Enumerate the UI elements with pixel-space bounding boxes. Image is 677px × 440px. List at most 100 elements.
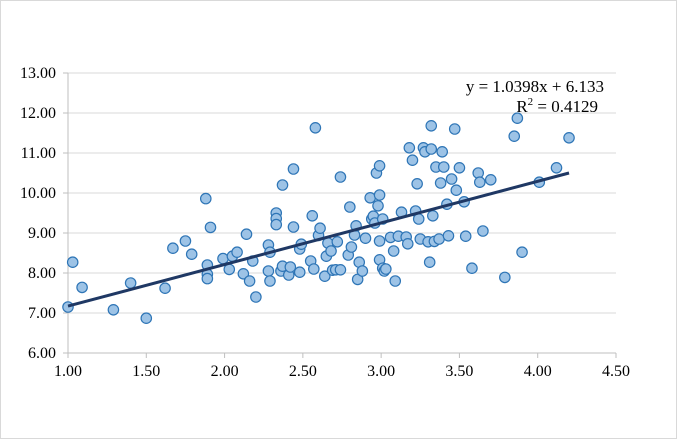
data-point bbox=[344, 201, 356, 213]
data-point bbox=[66, 256, 79, 268]
data-point bbox=[364, 192, 376, 204]
data-point bbox=[309, 122, 322, 134]
data-point bbox=[243, 275, 256, 287]
data-point bbox=[250, 291, 262, 303]
data-point bbox=[314, 222, 326, 234]
data-point bbox=[308, 263, 320, 275]
data-point bbox=[563, 132, 575, 144]
data-point bbox=[124, 277, 137, 289]
r-squared-superscript: 2 bbox=[528, 96, 534, 108]
x-tick-label: 1.50 bbox=[132, 363, 160, 380]
data-point bbox=[284, 261, 297, 273]
data-point bbox=[459, 230, 472, 242]
x-tick-label: 2.50 bbox=[289, 363, 317, 380]
x-tick-label: 1.00 bbox=[54, 363, 82, 380]
data-point bbox=[425, 120, 438, 132]
x-tick-label: 4.50 bbox=[602, 363, 630, 380]
data-point bbox=[201, 272, 214, 285]
data-point bbox=[334, 171, 347, 183]
data-point bbox=[356, 265, 369, 277]
data-point bbox=[318, 270, 331, 282]
data-point bbox=[287, 221, 300, 233]
data-point bbox=[448, 123, 461, 135]
y-tick-label: 6.00 bbox=[28, 345, 56, 362]
trendline-equation: y = 1.0398x + 6.133 bbox=[466, 77, 604, 96]
data-point bbox=[237, 267, 250, 280]
data-point bbox=[287, 163, 300, 175]
data-point bbox=[550, 162, 563, 174]
trendline-layer bbox=[67, 171, 570, 308]
x-tick-label: 4.00 bbox=[524, 363, 552, 380]
data-point bbox=[76, 281, 88, 294]
data-point bbox=[466, 262, 478, 274]
data-point bbox=[204, 221, 217, 234]
data-point bbox=[359, 232, 372, 244]
data-point bbox=[380, 263, 392, 275]
data-point bbox=[425, 143, 438, 155]
y-tick-label: 10.00 bbox=[20, 185, 56, 202]
x-tick-label: 3.00 bbox=[367, 363, 395, 380]
data-point bbox=[406, 154, 419, 166]
data-point bbox=[508, 130, 521, 142]
data-point bbox=[262, 265, 275, 277]
data-point bbox=[445, 173, 458, 185]
data-point bbox=[401, 238, 414, 250]
y-tick-label: 13.00 bbox=[20, 65, 56, 82]
data-point bbox=[306, 210, 319, 222]
data-point bbox=[276, 179, 289, 191]
data-point bbox=[231, 246, 243, 258]
y-tick-label: 7.00 bbox=[28, 305, 56, 322]
data-point bbox=[477, 225, 489, 237]
data-points bbox=[62, 112, 575, 324]
trendline bbox=[67, 171, 570, 308]
x-tick-label: 3.50 bbox=[445, 363, 473, 380]
data-point bbox=[403, 142, 416, 154]
tick-labels: 1.00 1.50 2.00 2.50 3.00 3.50 4.00 4.50 6.00 7.00… bbox=[20, 65, 630, 380]
r-squared-prefix: R bbox=[516, 97, 528, 116]
data-point bbox=[387, 245, 400, 257]
data-point bbox=[270, 218, 283, 231]
data-point bbox=[499, 271, 511, 284]
data-point bbox=[325, 245, 337, 257]
data-point bbox=[373, 160, 386, 172]
data-point bbox=[516, 246, 528, 258]
y-tick-label: 9.00 bbox=[28, 225, 56, 242]
y-tick-label: 11.00 bbox=[21, 145, 56, 162]
x-tick-label: 2.00 bbox=[211, 363, 239, 380]
data-point bbox=[434, 177, 447, 189]
data-point bbox=[436, 146, 449, 158]
data-point bbox=[442, 230, 455, 242]
data-point bbox=[240, 228, 253, 240]
data-point bbox=[140, 312, 153, 324]
data-point bbox=[373, 235, 386, 247]
data-point bbox=[179, 235, 192, 247]
data-point bbox=[450, 184, 463, 196]
data-point bbox=[372, 200, 384, 212]
data-point bbox=[484, 174, 497, 186]
y-tick-label: 8.00 bbox=[28, 265, 56, 282]
data-point bbox=[293, 266, 306, 278]
data-point bbox=[437, 161, 450, 173]
data-point bbox=[185, 248, 198, 260]
data-point bbox=[423, 256, 436, 268]
data-point bbox=[427, 210, 439, 222]
data-point bbox=[473, 176, 486, 188]
trendline-annotation: y = 1.0398x + 6.133 R2 = 0.4129 bbox=[466, 77, 604, 116]
data-point bbox=[264, 275, 276, 287]
data-point bbox=[411, 178, 423, 190]
data-point bbox=[373, 189, 386, 201]
data-point bbox=[334, 263, 347, 276]
data-point bbox=[217, 252, 229, 265]
data-point bbox=[107, 303, 120, 316]
data-point bbox=[167, 242, 179, 254]
y-tick-label: 12.00 bbox=[20, 105, 56, 122]
data-point bbox=[159, 282, 171, 294]
data-point bbox=[345, 241, 358, 253]
data-point bbox=[199, 192, 212, 205]
r-squared-value: = 0.4129 bbox=[533, 97, 598, 116]
data-point bbox=[389, 275, 402, 287]
data-point bbox=[453, 162, 466, 174]
data-point bbox=[511, 112, 524, 124]
